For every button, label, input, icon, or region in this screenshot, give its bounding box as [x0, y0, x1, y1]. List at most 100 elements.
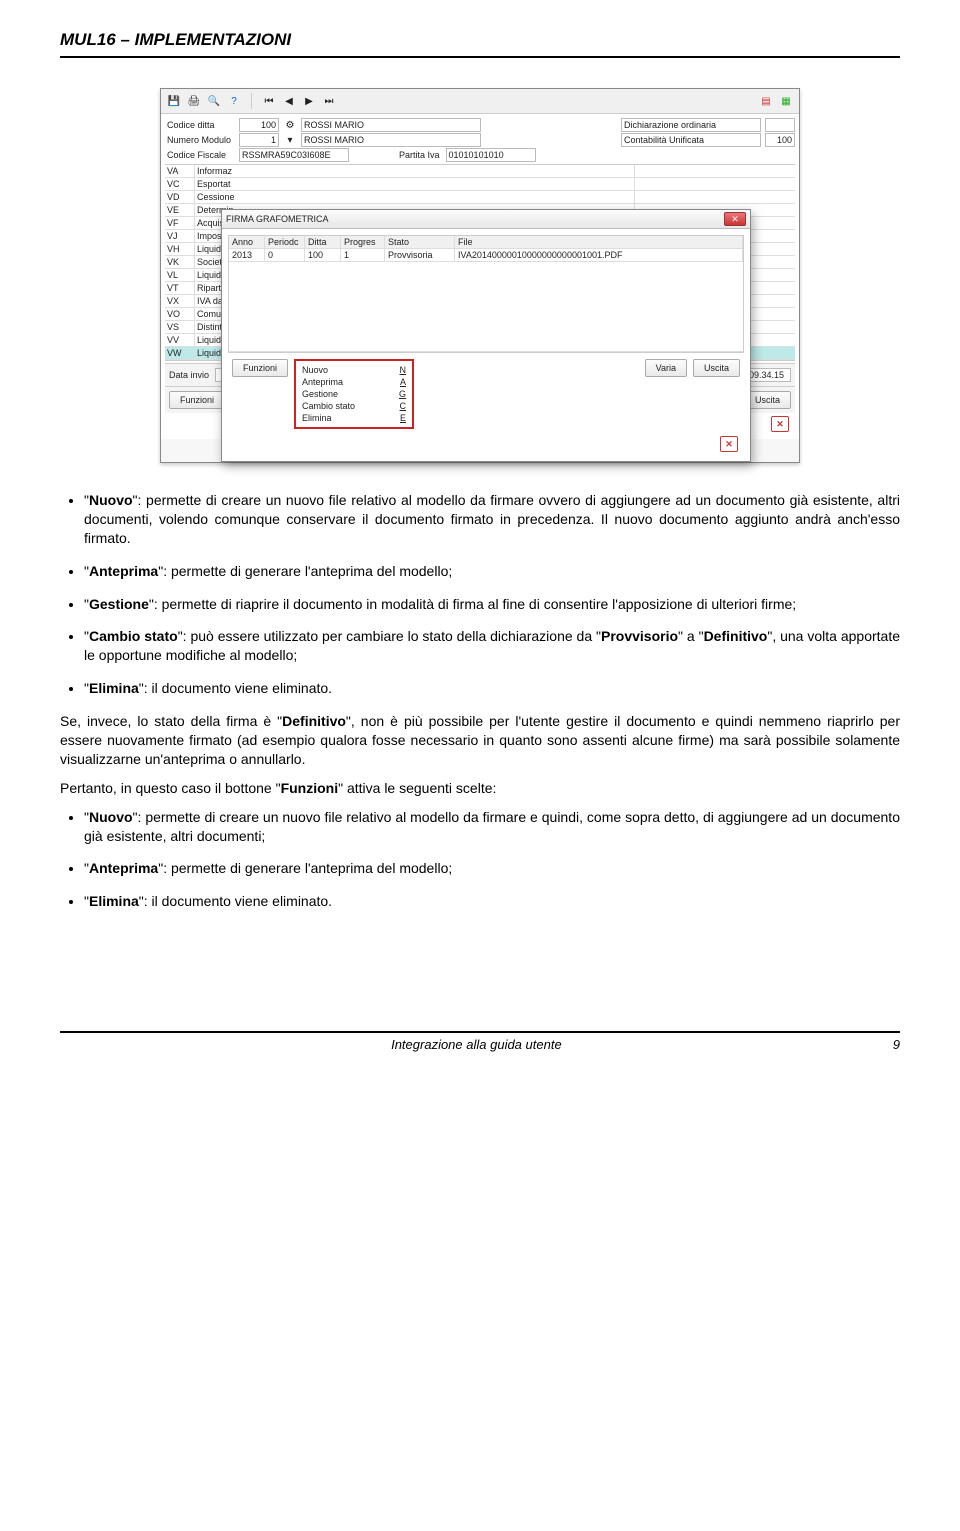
menu-item[interactable]: Nuovo N	[302, 364, 406, 376]
nav-prev-icon[interactable]: ◀	[282, 94, 296, 108]
term-funzioni: Funzioni	[281, 780, 339, 796]
section-code: VA	[165, 165, 195, 177]
menu-item-label: Nuovo	[302, 365, 328, 375]
pdf-icon[interactable]: ▤	[759, 94, 773, 108]
col-periodo: Periodc	[265, 236, 305, 249]
section-title: Informaz	[195, 165, 635, 177]
list-item: "Elimina": il documento viene eliminato.	[84, 892, 900, 911]
dialog-title: FIRMA GRAFOMETRICA	[226, 214, 329, 224]
section-row[interactable]: VDCessione	[165, 191, 795, 204]
save-icon[interactable]: 💾	[167, 94, 181, 108]
lookup-icon[interactable]: ⚙	[283, 118, 297, 132]
menu-item-key: A	[400, 377, 406, 387]
chevron-down-icon[interactable]: ▾	[283, 133, 297, 147]
list-item: "Elimina": il documento viene eliminato.	[84, 679, 900, 698]
nav-next-icon[interactable]: ▶	[302, 94, 316, 108]
dialog-close-icon[interactable]: ✕	[720, 436, 738, 452]
dialog-funzioni-button[interactable]: Funzioni	[232, 359, 288, 377]
dialog-uscita-button[interactable]: Uscita	[693, 359, 740, 377]
col-file: File	[455, 236, 743, 249]
numero-modulo-label: Numero Modulo	[165, 134, 235, 146]
list-item: "Nuovo": permette di creare un nuovo fil…	[84, 491, 900, 548]
nome-2: ROSSI MARIO	[301, 133, 481, 147]
funzioni-button[interactable]: Funzioni	[169, 391, 225, 409]
text: ": permette di creare un nuovo file rela…	[84, 492, 900, 546]
section-code: VT	[165, 282, 195, 294]
codice-ditta-value[interactable]: 100	[239, 118, 279, 132]
section-code: VD	[165, 191, 195, 203]
page-header: MUL16 – IMPLEMENTAZIONI	[60, 30, 900, 58]
menu-item-label: Anteprima	[302, 377, 343, 387]
section-code: VC	[165, 178, 195, 190]
cell-ditta: 100	[305, 249, 341, 262]
term-anteprima: Anteprima	[89, 563, 158, 579]
close-icon[interactable]: ✕	[771, 416, 789, 432]
term-provvisorio: Provvisorio	[601, 628, 678, 644]
contabilita-val: 100	[765, 133, 795, 147]
page-footer: Integrazione alla guida utente 9	[60, 1031, 900, 1052]
search-icon[interactable]: 🔍	[207, 94, 221, 108]
data-invio-label: Data invio	[169, 370, 209, 380]
section-title: Esportat	[195, 178, 635, 190]
menu-item-key: G	[399, 389, 406, 399]
text: Se, invece, lo stato della firma è "	[60, 713, 282, 729]
context-menu: Nuovo N Anteprima A Gestione GCambio statoCEl…	[294, 359, 414, 429]
section-code: VW	[165, 347, 195, 359]
term-nuovo: Nuovo	[89, 809, 133, 825]
codice-fiscale-value[interactable]: RSSMRA59C03I608E	[239, 148, 349, 162]
menu-item[interactable]: Anteprima A	[302, 376, 406, 388]
menu-item-label: Elimina	[302, 413, 332, 423]
text: ": può essere utilizzato per cambiare lo…	[178, 628, 601, 644]
print-icon[interactable]: 🖨	[187, 94, 201, 108]
cell-anno: 2013	[229, 249, 265, 262]
text: ": il documento viene eliminato.	[139, 680, 332, 696]
ora-value: 09.34.15	[745, 368, 791, 382]
list-item: "Anteprima": permette di generare l'ante…	[84, 859, 900, 878]
text: Pertanto, in questo caso il bottone "	[60, 780, 281, 796]
list-item: "Gestione": permette di riaprire il docu…	[84, 595, 900, 614]
cell-progres: 1	[341, 249, 385, 262]
text: " a "	[678, 628, 704, 644]
menu-item-label: Gestione	[302, 389, 338, 399]
table-row[interactable]: 2013 0 100 1 Provvisoria IVA201400000100…	[229, 249, 743, 262]
uscita-button[interactable]: Uscita	[744, 391, 791, 409]
section-code: VX	[165, 295, 195, 307]
footer-page-number: 9	[893, 1037, 900, 1052]
text: " attiva le seguenti scelte:	[338, 780, 496, 796]
text: ": permette di creare un nuovo file rela…	[84, 809, 900, 844]
list-item: "Cambio stato": può essere utilizzato pe…	[84, 627, 900, 665]
menu-item[interactable]: Gestione G	[302, 388, 406, 400]
partita-iva-label: Partita Iva	[397, 149, 442, 161]
window-close-icon[interactable]: ✕	[724, 212, 746, 226]
cell-periodo: 0	[265, 249, 305, 262]
term-cambio-stato: Cambio stato	[89, 628, 178, 644]
codice-fiscale-label: Codice Fiscale	[165, 149, 235, 161]
cell-stato: Provvisoria	[385, 249, 455, 262]
firma-dialog: FIRMA GRAFOMETRICA ✕ Anno Periodc Ditta …	[221, 209, 751, 462]
dialog-varia-button[interactable]: Varia	[645, 359, 687, 377]
contabilita: Contabilità Unificata	[621, 133, 761, 147]
col-stato: Stato	[385, 236, 455, 249]
section-code: VO	[165, 308, 195, 320]
help-icon[interactable]: ?	[227, 94, 241, 108]
list-item: "Nuovo": permette di creare un nuovo fil…	[84, 808, 900, 846]
article-body: "Nuovo": permette di creare un nuovo fil…	[60, 491, 900, 911]
nav-last-icon[interactable]: ⏭	[322, 94, 336, 108]
text: ": il documento viene eliminato.	[139, 893, 332, 909]
section-row[interactable]: VAInformaz	[165, 165, 795, 178]
term-elimina: Elimina	[89, 680, 139, 696]
section-code: VJ	[165, 230, 195, 242]
term-definitivo: Definitivo	[704, 628, 768, 644]
section-code: VH	[165, 243, 195, 255]
menu-item[interactable]: EliminaE	[302, 412, 406, 424]
export-icon[interactable]: ▦	[779, 94, 793, 108]
footer-center: Integrazione alla guida utente	[60, 1037, 893, 1052]
numero-modulo-value[interactable]: 1	[239, 133, 279, 147]
nome-1: ROSSI MARIO	[301, 118, 481, 132]
menu-item-key: N	[400, 365, 407, 375]
partita-iva-value[interactable]: 01010101010	[446, 148, 536, 162]
menu-item[interactable]: Cambio statoC	[302, 400, 406, 412]
nav-first-icon[interactable]: ⏮	[262, 94, 276, 108]
section-code: VF	[165, 217, 195, 229]
section-row[interactable]: VCEsportat	[165, 178, 795, 191]
